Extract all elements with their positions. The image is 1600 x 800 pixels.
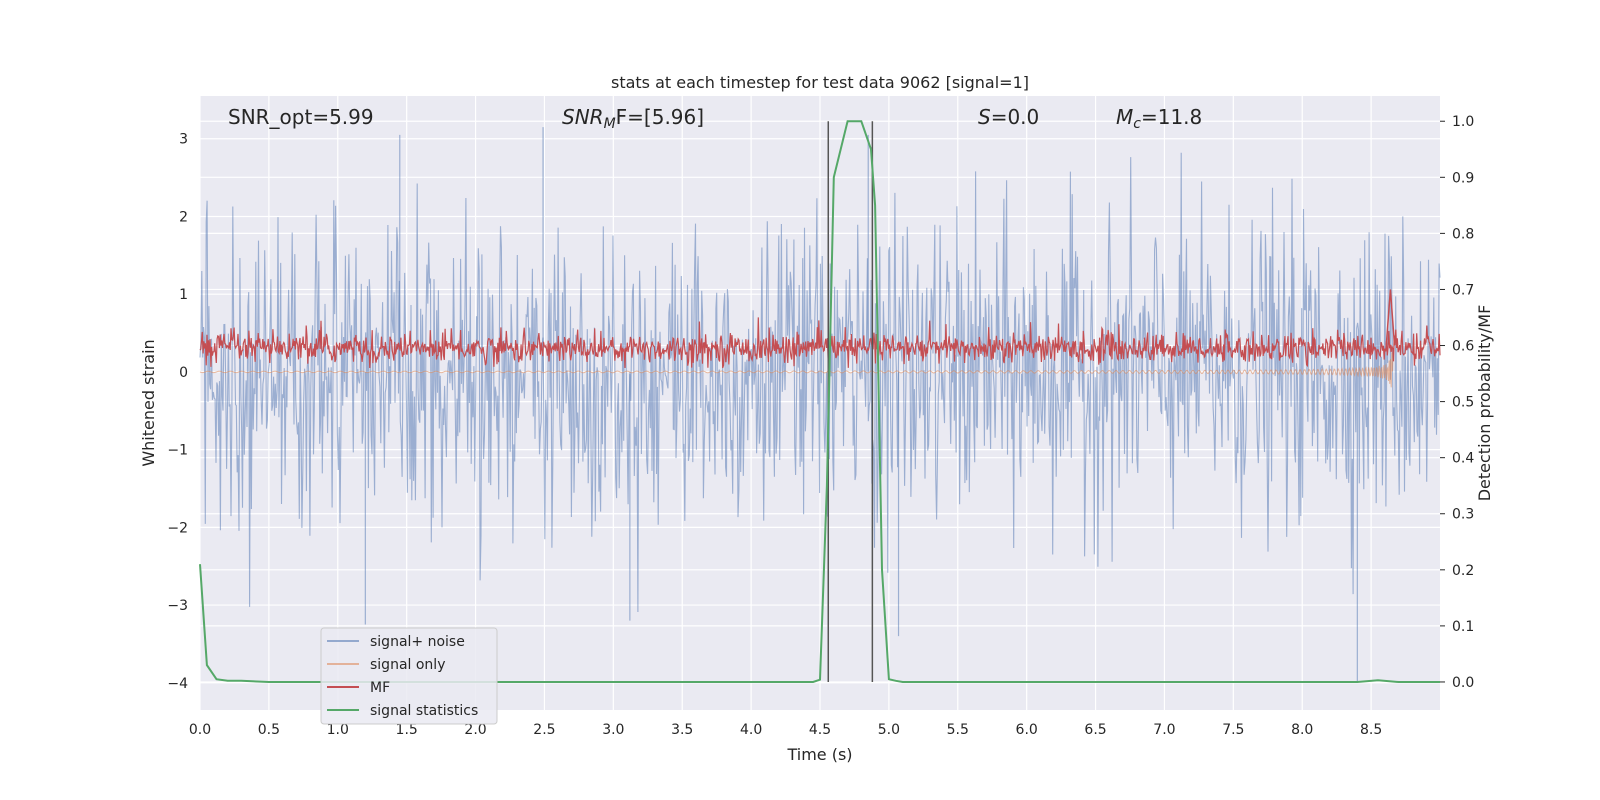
right-y-tick-label: 0.6: [1452, 339, 1474, 355]
signal-statistics-line: [199, 120, 1440, 683]
right-y-tick-label: 0.2: [1452, 563, 1474, 579]
annotation-mc: Mc=11.8: [1116, 105, 1202, 132]
legend-label-signal-statistics: signal statistics: [370, 703, 478, 719]
x-tick-label: 5.0: [878, 722, 900, 738]
legend-box: [320, 627, 498, 725]
left-y-tick-label: 0: [179, 365, 188, 381]
series-signal-statistics: [199, 120, 1440, 683]
left-y-tick-label: 3: [179, 132, 188, 148]
left-y-tick-label: −1: [167, 443, 188, 459]
x-tick-labels: 0.0 0.5 1.0 1.5 2.0 2.5 3.0 3.5 4.0 4.5 5.0 5.5 6.0 6…: [189, 722, 1382, 738]
right-y-tick-label: 0.0: [1452, 675, 1474, 691]
x-tick-label: 3.5: [671, 722, 693, 738]
signal-only-line: [199, 347, 1394, 388]
chart-title: stats at each timestep for test data 906…: [611, 73, 1029, 92]
x-tick-label: 0.0: [189, 722, 211, 738]
x-axis-label: Time (s): [786, 745, 852, 764]
signal-noise-line: [199, 152, 1441, 613]
series-signal-only: [199, 347, 1394, 388]
annotation-snr-mf: SNRMF=[5.96]: [562, 105, 704, 132]
left-y-tick-label: −3: [167, 598, 188, 614]
x-tick-label: 2.5: [533, 722, 555, 738]
x-tick-label: 4.5: [809, 722, 831, 738]
right-y-tick-label: 0.3: [1452, 507, 1474, 523]
annotation-s: S=0.0: [978, 105, 1039, 129]
x-tick-label: 6.0: [1016, 722, 1038, 738]
right-y-tick-label: 0.4: [1452, 451, 1474, 467]
left-y-axis-label: Whitened strain: [139, 339, 158, 466]
right-y-tick-label: 0.7: [1452, 282, 1474, 298]
x-tick-label: 6.5: [1084, 722, 1106, 738]
legend-label-signal-only: signal only: [370, 657, 445, 673]
annotation-snr-opt: SNR_opt=5.99: [228, 105, 374, 129]
left-y-tick-label: 1: [179, 287, 188, 303]
left-y-tick-labels: 3 2 1 0 −1 −2 −3 −4: [167, 132, 188, 692]
x-tick-label: 0.5: [258, 722, 280, 738]
right-y-tick-label: 0.5: [1452, 395, 1474, 411]
right-y-tick-label: 0.1: [1452, 619, 1474, 635]
legend-label-signal-noise: signal+ noise: [370, 634, 465, 650]
mf-line: [199, 317, 1441, 369]
series-signal-noise: [199, 127, 1441, 683]
x-tick-label: 1.0: [327, 722, 349, 738]
left-y-tick-label: −4: [167, 676, 188, 692]
legend: signal+ noise signal only MF signal stat…: [320, 627, 498, 725]
x-tick-label: 4.0: [740, 722, 762, 738]
x-tick-label: 7.0: [1153, 722, 1175, 738]
left-y-tick-label: −2: [167, 520, 188, 536]
x-tick-label: 2.0: [464, 722, 486, 738]
right-y-tick-labels: 1.0 0.9 0.8 0.7 0.6 0.5 0.4 0.3 0.2 0.1 0.0: [1440, 114, 1474, 691]
x-tick-label: 1.5: [396, 722, 418, 738]
x-tick-label: 8.5: [1360, 722, 1382, 738]
x-tick-label: 7.5: [1222, 722, 1244, 738]
left-y-tick-label: 2: [179, 209, 188, 225]
x-tick-label: 3.0: [602, 722, 624, 738]
right-y-tick-label: 0.9: [1452, 170, 1474, 186]
right-y-axis-label: Detection probability/MF: [1475, 305, 1494, 502]
right-y-tick-label: 1.0: [1452, 114, 1474, 130]
right-y-tick-label: 0.8: [1452, 226, 1474, 242]
x-tick-label: 5.5: [947, 722, 969, 738]
legend-label-mf: MF: [370, 680, 390, 696]
grid-lines: [199, 96, 1440, 710]
mf-spike: [1385, 289, 1396, 346]
series-mf: [199, 289, 1441, 369]
x-tick-label: 8.0: [1291, 722, 1313, 738]
